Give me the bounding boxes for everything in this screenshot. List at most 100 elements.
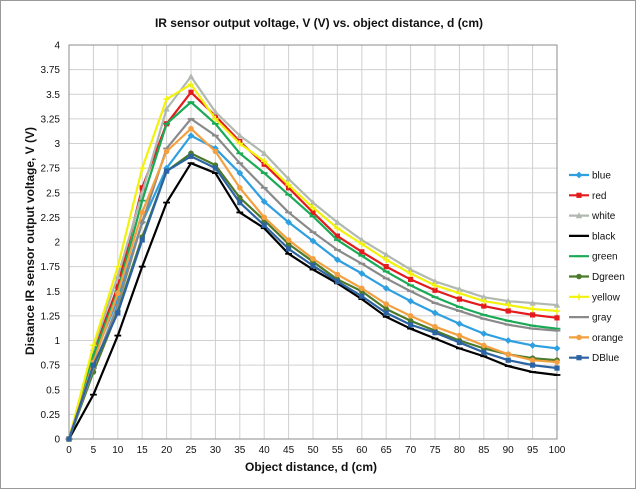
data-point — [285, 241, 292, 247]
legend-label: red — [592, 191, 606, 202]
data-point — [310, 209, 316, 216]
data-point — [114, 295, 122, 303]
data-point — [529, 305, 536, 313]
data-point — [115, 290, 121, 297]
legend-marker — [576, 355, 582, 361]
legend-item: Dgreen — [569, 272, 625, 283]
x-tick-label: 15 — [137, 445, 149, 456]
legend-item: green — [569, 252, 618, 263]
legend-label: Dgreen — [592, 272, 625, 283]
data-point — [358, 240, 365, 248]
data-point — [505, 357, 511, 363]
data-point — [139, 164, 146, 172]
legend-label: yellow — [592, 292, 621, 303]
legend-item: black — [569, 231, 616, 242]
data-point — [115, 283, 121, 289]
data-point — [529, 299, 536, 306]
legend-item: gray — [569, 313, 611, 324]
legend-item: blue — [569, 171, 611, 182]
data-point — [334, 218, 341, 225]
data-point — [505, 351, 512, 358]
x-axis-title: Object distance, d (cm) — [245, 460, 377, 474]
data-point — [553, 307, 561, 315]
data-point — [383, 251, 390, 258]
x-tick-label: 75 — [429, 445, 441, 456]
data-point — [553, 301, 561, 308]
x-tick-label: 0 — [66, 445, 72, 456]
data-point — [90, 362, 96, 368]
data-point — [188, 153, 194, 159]
data-point — [237, 200, 243, 206]
data-point — [163, 95, 170, 103]
x-tick-label: 65 — [381, 445, 393, 456]
data-point — [456, 296, 462, 302]
x-tick-label: 45 — [283, 445, 295, 456]
series-yellow — [65, 81, 561, 443]
data-point — [188, 125, 194, 132]
legend-item: yellow — [569, 292, 621, 303]
legend-item: DBlue — [569, 353, 620, 364]
data-point — [164, 168, 170, 174]
data-point — [212, 148, 219, 155]
data-point — [383, 264, 389, 270]
legend-item: orange — [569, 333, 624, 344]
data-point — [407, 297, 414, 305]
x-tick-label: 10 — [112, 445, 124, 456]
y-tick-label: 2.25 — [41, 213, 61, 224]
data-point — [90, 342, 97, 349]
data-point — [383, 256, 390, 263]
data-point — [456, 285, 463, 292]
x-axis-ticks: 0 5 10 15 20 25 30 35 40 45 50 55 60 65 70 75 80 85 90 95 10… — [66, 445, 566, 456]
data-point — [309, 199, 317, 206]
data-point — [529, 342, 536, 349]
data-point — [236, 132, 243, 139]
data-point — [236, 169, 244, 177]
x-tick-label: 95 — [527, 445, 539, 456]
data-point — [431, 282, 439, 289]
data-point — [163, 105, 170, 112]
data-point — [432, 323, 438, 330]
data-point — [358, 270, 366, 277]
legend-label: blue — [592, 171, 611, 182]
legend-marker — [575, 171, 583, 179]
data-point — [261, 149, 268, 156]
legend-label: gray — [592, 313, 611, 324]
data-point — [286, 246, 292, 252]
y-tick-label: 1.25 — [41, 311, 61, 322]
data-point — [285, 175, 292, 182]
data-point — [554, 359, 560, 365]
y-tick-label: 3.5 — [46, 90, 60, 101]
data-point — [66, 436, 72, 442]
data-point — [530, 362, 536, 368]
y-tick-label: 0.5 — [46, 385, 60, 396]
x-tick-label: 35 — [234, 445, 246, 456]
data-point — [504, 337, 512, 344]
legend-item: red — [569, 191, 606, 202]
data-point — [456, 320, 463, 328]
data-point — [115, 310, 121, 316]
data-point — [334, 225, 341, 232]
x-tick-label: 30 — [210, 445, 222, 456]
data-point — [334, 256, 341, 264]
data-point — [480, 293, 487, 300]
data-point — [310, 263, 316, 269]
data-point — [260, 198, 268, 206]
data-point — [530, 312, 536, 318]
data-point — [187, 132, 195, 140]
series-orange — [66, 125, 560, 442]
data-point — [261, 158, 268, 165]
x-tick-label: 60 — [356, 445, 368, 456]
data-point — [358, 236, 365, 243]
y-tick-label: 2 — [54, 238, 60, 249]
data-point — [407, 270, 414, 277]
data-point — [408, 276, 414, 283]
data-point — [382, 284, 390, 292]
legend-marker — [576, 192, 582, 198]
data-point — [480, 330, 488, 338]
data-point — [309, 204, 317, 211]
data-point — [553, 344, 561, 352]
data-point — [481, 342, 487, 349]
data-point — [505, 308, 511, 314]
data-point — [481, 349, 487, 355]
